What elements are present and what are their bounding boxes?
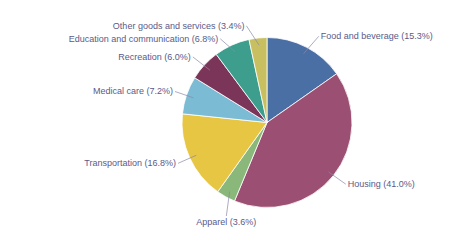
svg-text:Medical care (7.2%): Medical care (7.2%) — [93, 86, 173, 96]
svg-text:Apparel (3.6%): Apparel (3.6%) — [196, 217, 256, 227]
svg-text:Other goods and services (3.4%: Other goods and services (3.4%) — [113, 21, 245, 31]
svg-text:Housing (41.0%): Housing (41.0%) — [348, 179, 415, 189]
svg-text:Food and beverage (15.3%): Food and beverage (15.3%) — [321, 31, 433, 41]
svg-text:Education and communication (6: Education and communication (6.8%) — [69, 34, 219, 44]
svg-text:Recreation (6.0%): Recreation (6.0%) — [118, 52, 191, 62]
svg-text:Transportation (16.8%): Transportation (16.8%) — [84, 158, 176, 168]
